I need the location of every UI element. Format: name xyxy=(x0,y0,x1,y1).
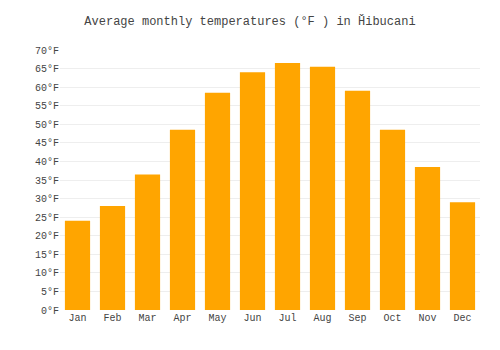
svg-text:55°F: 55°F xyxy=(35,101,59,112)
svg-text:Jul: Jul xyxy=(278,313,296,324)
svg-text:70°F: 70°F xyxy=(35,46,59,57)
svg-text:0°F: 0°F xyxy=(41,306,59,317)
svg-text:45°F: 45°F xyxy=(35,138,59,149)
svg-text:Mar: Mar xyxy=(138,313,156,324)
svg-text:50°F: 50°F xyxy=(35,120,59,131)
svg-text:40°F: 40°F xyxy=(35,157,59,168)
svg-text:5°F: 5°F xyxy=(41,287,59,298)
svg-text:30°F: 30°F xyxy=(35,194,59,205)
svg-text:Aug: Aug xyxy=(313,313,331,324)
svg-text:65°F: 65°F xyxy=(35,64,59,75)
svg-text:60°F: 60°F xyxy=(35,83,59,94)
svg-text:20°F: 20°F xyxy=(35,231,59,242)
svg-text:35°F: 35°F xyxy=(35,176,59,187)
svg-text:Apr: Apr xyxy=(173,313,191,324)
svg-text:25°F: 25°F xyxy=(35,213,59,224)
svg-text:Nov: Nov xyxy=(418,313,436,324)
svg-text:Oct: Oct xyxy=(383,313,401,324)
svg-text:15°F: 15°F xyxy=(35,250,59,261)
svg-text:10°F: 10°F xyxy=(35,268,59,279)
svg-text:Dec: Dec xyxy=(453,313,471,324)
svg-text:May: May xyxy=(208,313,226,324)
svg-text:Feb: Feb xyxy=(103,313,121,324)
svg-text:Jan: Jan xyxy=(68,313,86,324)
svg-text:Jun: Jun xyxy=(243,313,261,324)
svg-text:Sep: Sep xyxy=(348,313,366,324)
svg-text:Average monthly temperatures (: Average monthly temperatures (°F ) in Ȟi… xyxy=(84,14,415,29)
